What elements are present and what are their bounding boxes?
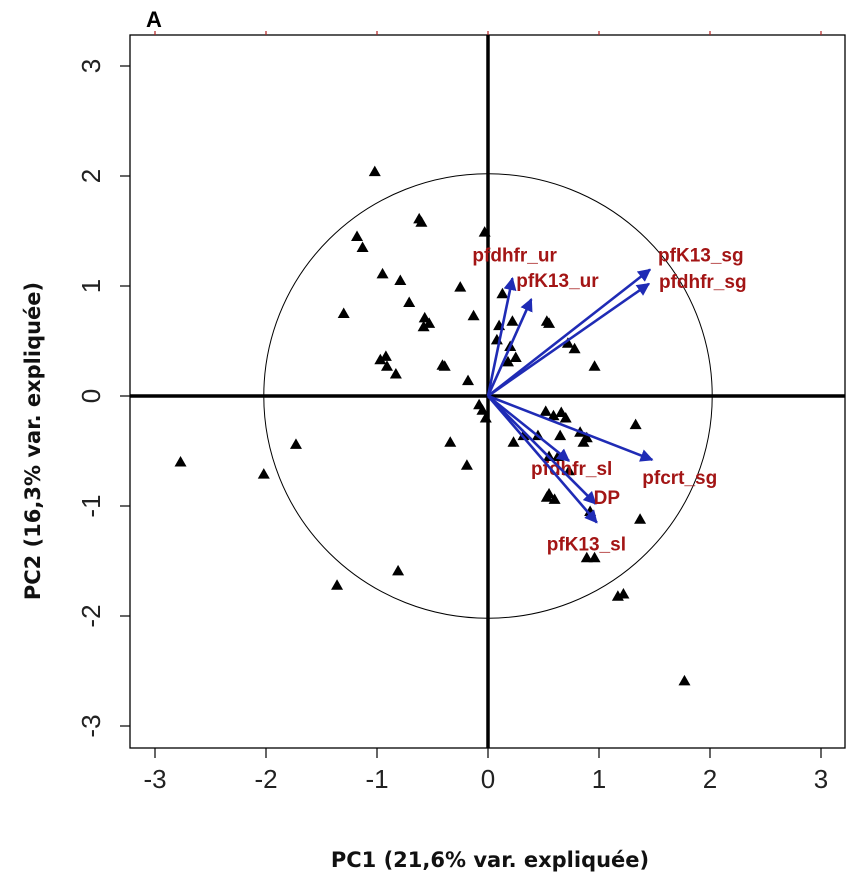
data-point [617,588,630,599]
data-point [509,351,522,362]
y-tick-label: -1 [76,494,106,517]
x-tick-label: -1 [365,764,388,794]
data-point [588,551,601,563]
data-point [501,355,514,367]
loading-label: pfdhfr_sl [531,459,612,480]
points-group [174,165,691,686]
data-point [580,551,593,563]
x-tick-label: -2 [254,764,277,794]
x-axis-title: PC1 (21,6% var. expliquée) [331,848,649,872]
data-point [506,315,519,326]
data-point [417,320,430,332]
x-tick-label: 2 [703,764,717,794]
correlation-circle [263,173,713,619]
loading-label: pfK13_sl [547,535,626,556]
correlation-circle-group [263,173,713,619]
data-point [374,353,387,365]
data-point [289,438,302,449]
data-point [423,317,436,328]
loading-label: DP [594,488,621,509]
loading-label: pfdhfr_ur [472,245,557,266]
y-tick-label: 3 [76,59,106,73]
data-point [389,368,402,379]
x-tick-label: 0 [481,764,495,794]
data-point [543,317,556,328]
loading-arrow [487,394,654,462]
data-point [548,493,561,504]
data-point [331,579,344,590]
data-point [174,456,187,467]
data-point [555,406,568,417]
data-point [418,311,431,323]
y-tick-label: -3 [76,714,106,737]
data-point [547,409,560,421]
data-point [496,287,509,299]
x-tick-label: -3 [143,764,166,794]
data-point [517,429,530,441]
loading-arrow [487,394,571,462]
data-point [337,307,350,318]
data-point [588,360,601,371]
panel-label: A [146,7,162,32]
loading-arrow [487,395,597,505]
y-tick-label: 1 [76,279,106,293]
data-point [629,418,642,430]
data-point [539,405,552,416]
data-point [460,459,473,470]
data-point [392,564,405,576]
data-point [507,436,520,447]
loading-label: pfK13_sg [658,246,744,267]
data-point [476,404,489,415]
data-point [467,309,480,321]
data-point [478,226,491,237]
data-point [479,412,492,423]
data-point [380,360,393,371]
x-tick-label: 3 [814,764,828,794]
data-point [356,241,369,252]
y-tick-label: -2 [76,604,106,627]
axes-group: -3 -2 -1 0 1 2 3 -3 -2 -1 0 1 2 3 [76,31,845,794]
loading-label: pfdhfr_sg [659,272,747,293]
loadings-group: pfdhfr_ur pfK13_ur pfK13_sg pfdhfr_sg pfcrt_… [472,245,746,555]
data-point [568,342,581,354]
loading-arrow [487,268,652,398]
data-point [462,374,475,386]
data-point [394,274,407,285]
data-point [559,412,572,423]
data-point [368,165,381,177]
data-point [257,468,270,479]
y-tick-label: 2 [76,169,106,183]
data-point [415,216,428,227]
data-point [678,674,691,686]
x-tick-label: 1 [592,764,606,794]
data-point [634,513,647,524]
data-point [554,429,567,441]
data-point [351,230,364,241]
loading-arrow [486,298,533,397]
loading-label: pfK13_ur [516,271,599,292]
data-point [561,337,574,348]
data-point [438,360,451,371]
y-tick-label: 0 [76,389,106,403]
data-point [376,267,389,279]
loading-arrow [487,395,598,524]
data-point [444,436,457,447]
loading-arrow [486,277,517,397]
loading-label: pfcrt_sg [642,468,717,489]
loading-arrow [487,282,651,398]
data-point [577,436,590,447]
data-point [454,281,467,292]
y-axis-title: PC2 (16,3% var. expliquée) [21,282,45,600]
data-point [403,296,416,307]
data-point [543,487,556,499]
